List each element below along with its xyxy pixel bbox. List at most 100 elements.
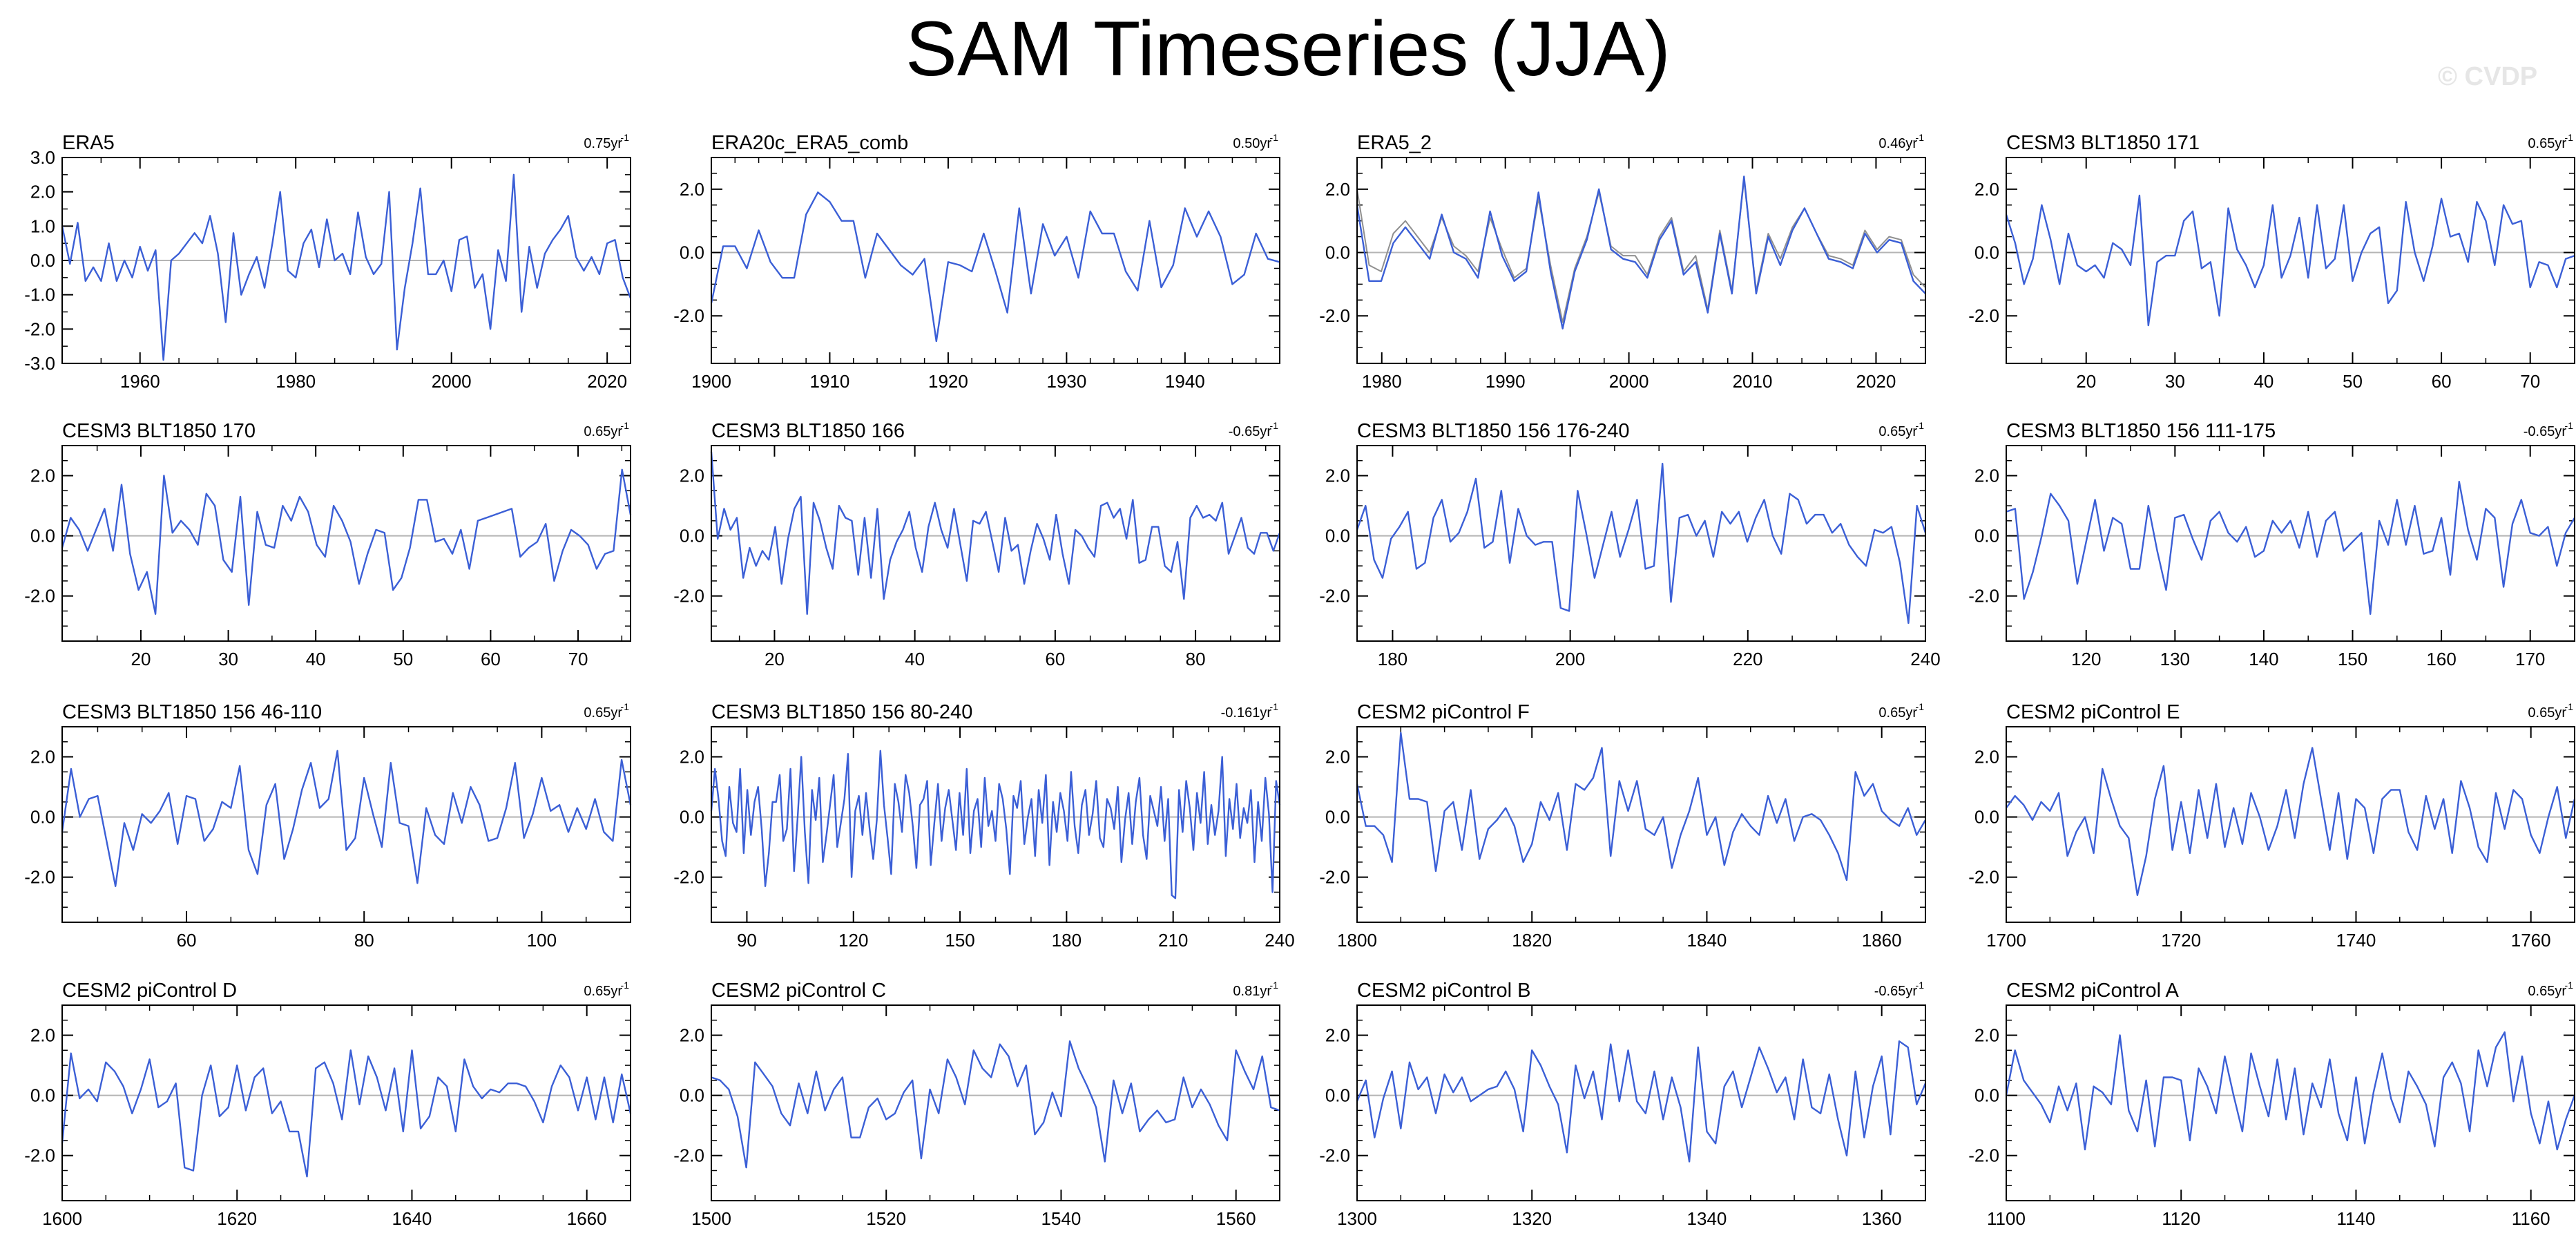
x-tick-label: 50	[2343, 371, 2363, 392]
trend-superscript: -1	[2565, 420, 2574, 431]
x-tick-label: 1720	[2161, 930, 2201, 951]
trend-label: 0.65yr	[584, 705, 622, 721]
series-line	[710, 750, 1281, 899]
series-line	[61, 173, 632, 361]
x-tick-label: 180	[1378, 649, 1407, 669]
y-tick-label: -2.0	[1319, 305, 1350, 326]
y-tick-label: 1.0	[30, 216, 55, 236]
chart-panel-6: 20 40 60 80 2.0 0.0 -2.0 CESM3 BLT1850 166 -0.65…	[673, 420, 1281, 669]
y-tick-label: -2.0	[1968, 305, 1999, 326]
x-tick-label: 2000	[432, 371, 472, 392]
series-line	[2006, 747, 2576, 897]
x-tick-label: 1930	[1046, 371, 1086, 392]
x-tick-label: 120	[838, 930, 868, 951]
x-tick-label: 1840	[1687, 930, 1727, 951]
y-tick-label: 0.0	[30, 1085, 55, 1106]
y-tick-label: 0.0	[30, 250, 55, 271]
plot-frame	[711, 726, 1280, 923]
chart-panel-13: 1600 1620 1640 1660 2.0 0.0 -2.0 CESM2 piContro…	[24, 980, 632, 1229]
plot-frame	[61, 1004, 631, 1201]
x-tick-label: 1360	[1862, 1208, 1902, 1229]
x-tick-label: 1560	[1216, 1208, 1256, 1229]
trend-label: 0.50yr	[1233, 136, 1271, 151]
chart-panel-5: 20 30 40 50 60 70 2.0 0.0 -2.0 CESM3 BLT1850 170 0…	[24, 420, 632, 669]
trend-superscript: -1	[2565, 701, 2574, 712]
x-tick-label: 1920	[928, 371, 968, 392]
panel-title: CESM3 BLT1850 166	[711, 420, 905, 442]
series-line	[1356, 732, 1927, 881]
chart-panel-2: 1900 1910 1920 1930 1940 2.0 0.0 -2.0 ERA20c_ERA…	[673, 132, 1280, 392]
trend-label: 0.65yr	[2528, 136, 2566, 151]
trend-label: 0.46yr	[1878, 136, 1917, 151]
x-tick-label: 20	[131, 649, 151, 669]
plot-frame	[61, 726, 631, 923]
x-tick-label: 1990	[1486, 371, 1526, 392]
plot-frame	[61, 157, 631, 364]
plot-frame	[2006, 157, 2575, 364]
y-tick-label: 3.0	[30, 147, 55, 168]
x-tick-label: 220	[1733, 649, 1762, 669]
y-tick-label: 0.0	[680, 1085, 704, 1106]
series-line	[1356, 1040, 1927, 1163]
plot-frame	[2006, 726, 2575, 923]
x-tick-label: 210	[1158, 930, 1188, 951]
x-tick-label: 140	[2249, 649, 2278, 669]
chart-panel-8: 120 130 140 150 160 170 2.0 0.0 -2.0 CESM3 BLT185…	[1968, 420, 2576, 669]
x-tick-label: 1340	[1687, 1208, 1727, 1229]
trend-superscript: -1	[621, 420, 630, 431]
x-tick-label: 1980	[276, 371, 316, 392]
x-tick-label: 20	[2076, 371, 2096, 392]
x-tick-label: 1160	[2512, 1208, 2550, 1229]
y-tick-label: -2.0	[24, 867, 55, 888]
x-tick-label: 1540	[1041, 1208, 1082, 1229]
y-tick-label: -2.0	[673, 1145, 704, 1166]
trend-label: 0.65yr	[584, 424, 622, 439]
y-tick-label: -2.0	[1968, 1145, 1999, 1166]
y-tick-label: 0.0	[1325, 807, 1350, 828]
y-tick-label: 2.0	[30, 182, 55, 202]
x-tick-label: 2020	[587, 371, 627, 392]
chart-panel-3: 1980 1990 2000 2010 2020 2.0 0.0 -2.0 ERA5_2 0.46…	[1319, 132, 1926, 392]
x-tick-label: 2010	[1733, 371, 1773, 392]
x-tick-label: 1900	[691, 371, 731, 392]
y-tick-label: 0.0	[1974, 1085, 1999, 1106]
trend-superscript: -1	[2565, 132, 2574, 143]
x-tick-label: 20	[765, 649, 785, 669]
panel-title: CESM3 BLT1850 170	[62, 420, 256, 442]
y-tick-label: 2.0	[30, 1025, 55, 1046]
y-tick-label: 0.0	[680, 807, 704, 828]
y-tick-label: -2.0	[24, 586, 55, 607]
trend-superscript: -1	[2565, 980, 2574, 991]
plot-frame	[1356, 445, 1926, 642]
x-tick-label: 70	[2520, 371, 2540, 392]
y-tick-label: -1.0	[24, 285, 55, 305]
y-tick-label: 2.0	[1325, 179, 1350, 200]
trend-superscript: -1	[1916, 420, 1925, 431]
x-tick-label: 160	[2426, 649, 2456, 669]
x-tick-label: 40	[306, 649, 326, 669]
chart-panel-4: 20 30 40 50 60 70 2.0 0.0 -2.0 CESM3 BLT1850 171 0…	[1968, 132, 2575, 392]
trend-superscript: -1	[1270, 420, 1279, 431]
x-tick-label: 170	[2515, 649, 2545, 669]
series-line	[710, 451, 1281, 615]
x-tick-label: 1320	[1512, 1208, 1552, 1229]
series-line	[710, 191, 1280, 343]
trend-superscript: -1	[1270, 701, 1279, 712]
trend-label: 0.75yr	[584, 136, 622, 151]
chart-panel-12: 1700 1720 1740 1760 2.0 0.0 -2.0 CESM2 piContro…	[1968, 701, 2576, 951]
y-tick-label: 0.0	[1974, 526, 1999, 546]
x-tick-label: 60	[177, 930, 197, 951]
y-tick-label: 2.0	[1974, 747, 1999, 768]
x-tick-label: 50	[393, 649, 413, 669]
trend-label: -0.65yr	[2524, 424, 2567, 439]
x-tick-label: 100	[527, 930, 557, 951]
panel-title: CESM2 piControl D	[62, 980, 237, 1002]
panel-title: CESM2 piControl F	[1357, 701, 1530, 723]
trend-superscript: -1	[1916, 701, 1925, 712]
trend-superscript: -1	[1916, 980, 1925, 991]
panel-title: ERA5_2	[1357, 132, 1432, 154]
series-line	[61, 750, 632, 888]
y-tick-label: -2.0	[24, 318, 55, 339]
chart-panel-16: 1100 1120 1140 1160 2.0 0.0 -2.0 CESM2 piContro…	[1968, 980, 2576, 1229]
y-tick-label: 2.0	[1325, 1025, 1350, 1046]
